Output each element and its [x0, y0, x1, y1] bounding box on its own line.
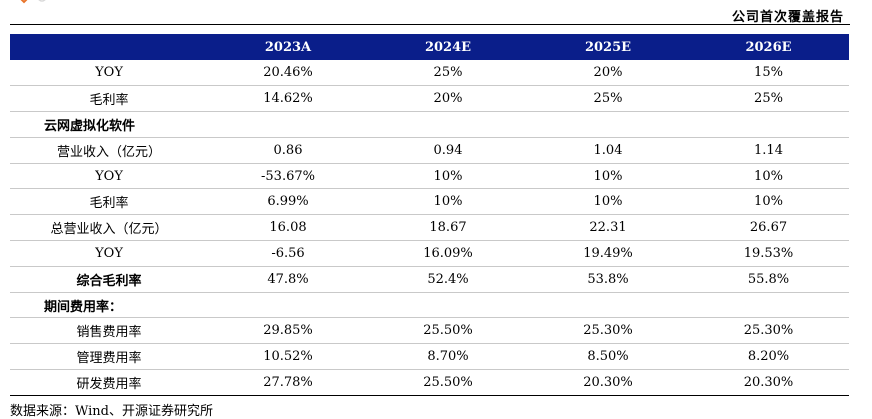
table-cell	[208, 292, 368, 318]
table-cell: -6.56	[271, 245, 305, 261]
table-cell: 8.70%	[427, 349, 469, 365]
table-cell: 52.4%	[427, 271, 469, 287]
table-cell: 20%	[593, 65, 623, 81]
row-label: 总营业收入（亿元）	[50, 222, 168, 238]
table-cell	[688, 112, 849, 138]
table-cell: 18.67	[429, 220, 467, 236]
table-cell: 53.8%	[587, 271, 629, 287]
table-cell: 6.99%	[267, 194, 309, 210]
section-row: 云网虚拟化软件	[10, 112, 849, 138]
table-cell: 25.30%	[743, 323, 794, 339]
forecast-table: 2023A 2024E 2025E 2026E YOY 20.46% 25% 2…	[10, 34, 849, 396]
header-divider	[10, 24, 850, 25]
table-cell	[688, 292, 849, 318]
table-cell: 20.46%	[263, 65, 313, 81]
table-row: 综合毛利率 47.8% 52.4% 53.8% 55.8%	[10, 266, 849, 293]
table-cell	[528, 112, 688, 138]
row-label: 营业收入（亿元）	[56, 144, 161, 160]
table-cell: 10%	[593, 168, 623, 184]
table-cell: 25%	[593, 91, 623, 107]
table-cell: 16.09%	[423, 245, 473, 261]
row-label: YOY	[95, 168, 123, 184]
table-row: 毛利率 6.99% 10% 10% 10%	[10, 189, 849, 215]
table-row: 毛利率 14.62% 20% 25% 25%	[10, 86, 849, 112]
table-cell: 14.62%	[263, 91, 313, 107]
table-cell	[368, 112, 528, 138]
table-cell	[528, 292, 688, 318]
table-cell: 8.50%	[587, 349, 629, 365]
table-cell: 25.50%	[423, 323, 473, 339]
table-cell: 47.8%	[267, 271, 309, 287]
logo-icon	[20, 0, 46, 4]
table-row: 总营业收入（亿元） 16.08 18.67 22.31 26.67	[10, 215, 849, 241]
table-cell: 19.53%	[743, 245, 794, 261]
table-row: 营业收入（亿元） 0.86 0.94 1.04 1.14	[10, 137, 849, 164]
table-cell: -53.67%	[261, 168, 315, 184]
table-row: 销售费用率 29.85% 25.50% 25.30% 25.30%	[10, 318, 849, 344]
table-cell: 0.86	[273, 142, 303, 158]
table-cell: 25.50%	[423, 374, 473, 390]
table-cell: 20.30%	[743, 374, 794, 390]
table-cell: 10%	[754, 168, 783, 184]
table-cell: 10.52%	[263, 349, 313, 365]
table-cell: 1.14	[754, 142, 783, 158]
table-row: YOY 20.46% 25% 20% 15%	[10, 60, 849, 86]
column-header: 2024E	[424, 39, 472, 55]
column-header	[10, 34, 208, 60]
section-label: 期间费用率：	[44, 299, 123, 315]
table-cell: 29.85%	[263, 323, 313, 339]
table-cell: 26.67	[749, 220, 788, 236]
table-cell: 8.20%	[747, 349, 790, 365]
table-header-row: 2023A 2024E 2025E 2026E	[10, 34, 849, 60]
table-cell: 55.8%	[747, 271, 790, 287]
row-label: 毛利率	[89, 196, 129, 212]
section-row: 期间费用率：	[10, 292, 849, 318]
column-header: 2026E	[745, 39, 792, 55]
table-row: YOY -53.67% 10% 10% 10%	[10, 163, 849, 189]
row-label: 综合毛利率	[76, 273, 142, 289]
row-label: 销售费用率	[76, 325, 142, 341]
table-cell: 1.04	[593, 142, 623, 158]
row-label: YOY	[95, 65, 123, 81]
table-cell: 16.08	[269, 220, 307, 236]
table-cell: 10%	[433, 168, 463, 184]
table-row: 管理费用率 10.52% 8.70% 8.50% 8.20%	[10, 344, 849, 370]
forecast-table-container: 2023A 2024E 2025E 2026E YOY 20.46% 25% 2…	[10, 34, 849, 396]
table-cell: 10%	[754, 194, 783, 210]
column-header: 2023A	[264, 39, 312, 55]
row-label: 研发费用率	[76, 376, 142, 392]
table-cell	[368, 292, 528, 318]
table-cell: 22.31	[589, 220, 627, 236]
table-cell: 19.49%	[583, 245, 633, 261]
table-cell	[208, 112, 368, 138]
table-row: YOY -6.56 16.09% 19.49% 19.53%	[10, 241, 849, 267]
table-cell: 20.30%	[583, 374, 633, 390]
table-cell: 25%	[433, 65, 463, 81]
table-cell: 27.78%	[263, 374, 313, 390]
table-cell: 10%	[593, 194, 623, 210]
report-type-label: 公司首次覆盖报告	[731, 10, 844, 25]
table-cell: 10%	[433, 194, 463, 210]
column-header: 2025E	[584, 39, 632, 55]
table-row: 研发费用率 27.78% 25.50% 20.30% 20.30%	[10, 370, 849, 396]
table-cell: 25%	[754, 91, 783, 107]
section-label: 云网虚拟化软件	[44, 118, 136, 134]
source-note: 数据来源：Wind、开源证券研究所	[10, 404, 213, 419]
table-cell: 0.94	[433, 142, 463, 158]
row-label: YOY	[95, 245, 123, 261]
row-label: 毛利率	[89, 93, 129, 109]
table-cell: 20%	[433, 91, 463, 107]
table-cell: 15%	[754, 65, 783, 81]
row-label: 管理费用率	[76, 351, 142, 367]
table-cell: 25.30%	[583, 323, 633, 339]
